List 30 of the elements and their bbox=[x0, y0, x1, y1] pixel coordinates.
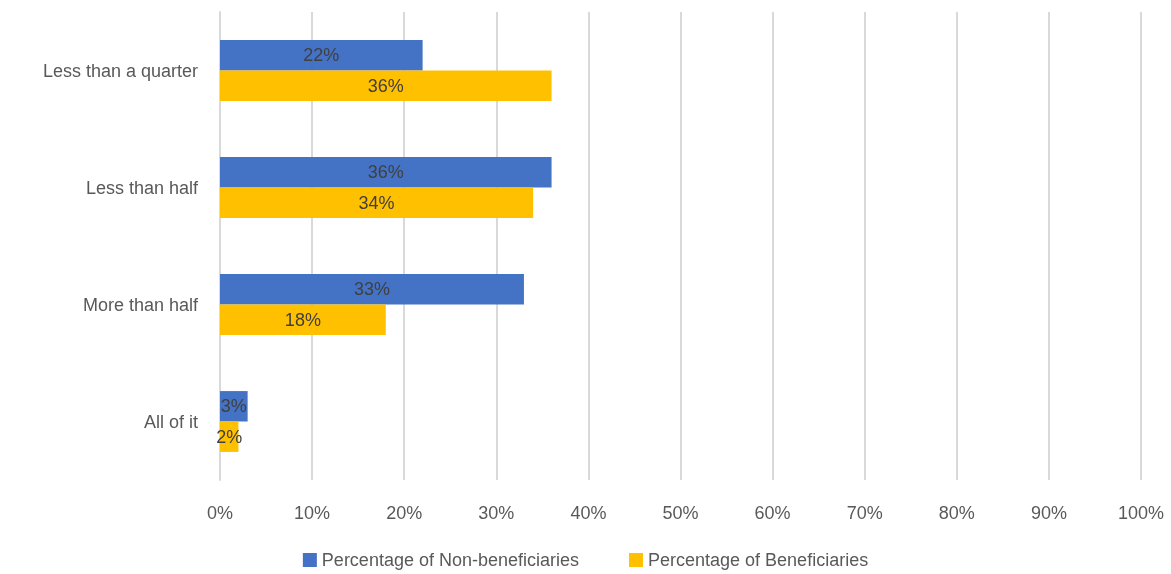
data-label: 18% bbox=[284, 309, 321, 330]
y-tick-label: More than half bbox=[82, 294, 199, 315]
x-tick-label: 50% bbox=[662, 503, 699, 523]
x-tick-label: 90% bbox=[1030, 503, 1067, 523]
y-tick-label: All of it bbox=[143, 411, 198, 432]
data-label: 36% bbox=[367, 75, 404, 96]
x-tick-label: 60% bbox=[754, 503, 791, 523]
x-tick-label: 40% bbox=[570, 503, 607, 523]
bar bbox=[220, 187, 534, 218]
x-tick-label: 70% bbox=[846, 503, 883, 523]
bar bbox=[220, 40, 423, 71]
bar bbox=[220, 304, 386, 335]
x-tick-label: 10% bbox=[294, 503, 331, 523]
data-label: 22% bbox=[303, 45, 340, 66]
data-label: 3% bbox=[220, 396, 247, 417]
data-label: 33% bbox=[353, 279, 390, 300]
bar bbox=[220, 157, 552, 188]
data-label: 36% bbox=[367, 162, 404, 183]
bar bbox=[220, 274, 524, 305]
y-tick-label: Less than half bbox=[85, 177, 199, 198]
x-tick-label: 0% bbox=[206, 503, 234, 523]
x-tick-label: 30% bbox=[478, 503, 515, 523]
x-tick-label: 100% bbox=[1117, 503, 1165, 523]
x-tick-label: 80% bbox=[938, 503, 975, 523]
data-label: 34% bbox=[358, 192, 395, 213]
y-tick-label: Less than a quarter bbox=[42, 60, 198, 81]
x-tick-label: 20% bbox=[386, 503, 423, 523]
legend-label: Percentage of Beneficiaries bbox=[648, 550, 869, 570]
bar bbox=[220, 70, 552, 101]
legend-label: Percentage of Non-beneficiaries bbox=[321, 550, 580, 570]
